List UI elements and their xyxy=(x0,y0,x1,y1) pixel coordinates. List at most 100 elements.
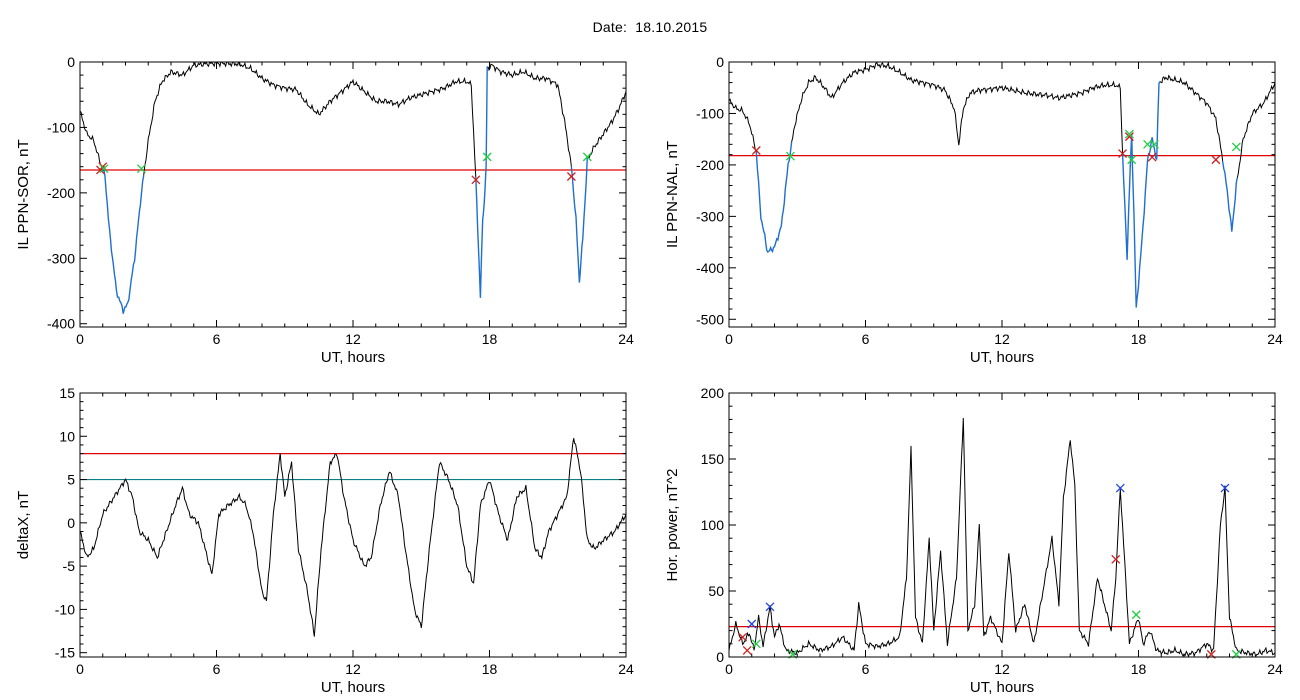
y-tick-label: -200 xyxy=(47,185,75,201)
x-tick-label: 12 xyxy=(345,661,361,677)
marker-red xyxy=(738,632,748,642)
x-tick-label: 6 xyxy=(213,661,221,677)
marker-green xyxy=(1143,139,1153,149)
y-tick-label: 50 xyxy=(708,583,724,599)
x-tick-label: 24 xyxy=(618,331,634,347)
marker-green xyxy=(785,151,795,161)
marker-blue xyxy=(1115,483,1125,493)
x-tick-label: 6 xyxy=(862,331,870,347)
x-tick-label: 18 xyxy=(482,331,498,347)
y-tick-label: -10 xyxy=(55,601,75,617)
y-tick-label: 0 xyxy=(716,649,724,665)
chart-panel-4: 0 6 12 18 24 200 150 100 50 0 UT, hours Hor. power,… xyxy=(664,385,1283,696)
marker-red xyxy=(1111,554,1121,564)
marker-green xyxy=(1231,142,1241,152)
marker-green xyxy=(751,639,761,649)
series-line-detected xyxy=(1222,161,1238,232)
x-tick-label: 12 xyxy=(345,331,361,347)
plot-frame xyxy=(79,61,627,328)
marker-red xyxy=(471,175,481,185)
marker-red xyxy=(1118,149,1128,159)
y-tick-label: -300 xyxy=(47,250,75,266)
x-axis-label: UT, hours xyxy=(970,349,1034,366)
x-tick-label: 24 xyxy=(1267,331,1283,347)
marker-red xyxy=(1211,155,1221,165)
y-tick-label: -15 xyxy=(55,645,75,661)
y-tick-label: 15 xyxy=(59,385,75,401)
marker-blue xyxy=(765,602,775,612)
x-tick-label: 0 xyxy=(76,331,84,347)
x-tick-label: 6 xyxy=(213,331,221,347)
y-tick-label: -200 xyxy=(696,157,724,173)
series-line xyxy=(729,417,1275,657)
series-line xyxy=(80,438,626,637)
series-line xyxy=(80,110,104,172)
series-line xyxy=(143,62,477,178)
x-tick-label: 24 xyxy=(618,661,634,677)
y-tick-label: -400 xyxy=(696,260,724,276)
marker-green xyxy=(1131,610,1141,620)
series-line xyxy=(1236,82,1275,178)
marker-green xyxy=(1127,155,1137,165)
series-line xyxy=(1159,74,1224,162)
y-axis-label: IL PPN-SOR, nT xyxy=(15,139,32,249)
y-tick-label: -500 xyxy=(696,311,724,327)
x-tick-label: 6 xyxy=(862,661,870,677)
marker-blue xyxy=(1220,483,1230,493)
marker-green xyxy=(99,164,109,174)
series-line-detected xyxy=(475,66,489,298)
marker-green xyxy=(1124,129,1134,139)
x-tick-label: 18 xyxy=(1131,331,1147,347)
chart-panel-2: 0 6 12 18 24 0 -100 -200 -300 -400 -500 UT, hours IL… xyxy=(664,54,1283,366)
marker-red xyxy=(1124,132,1134,142)
marker-green xyxy=(136,164,146,174)
series-line-detected xyxy=(1121,81,1161,308)
y-tick-label: -300 xyxy=(696,208,724,224)
y-axis-label: deltaX, nT xyxy=(15,491,32,559)
y-tick-label: 0 xyxy=(67,515,75,531)
y-tick-label: -100 xyxy=(696,105,724,121)
series-line xyxy=(487,63,572,167)
x-tick-label: 24 xyxy=(1267,661,1283,677)
x-tick-label: 0 xyxy=(725,331,733,347)
y-tick-label: 5 xyxy=(67,472,75,488)
y-tick-label: 0 xyxy=(716,54,724,70)
y-axis-label: Hor. power, nT^2 xyxy=(664,469,681,582)
series-line xyxy=(791,62,1124,155)
y-tick-label: 0 xyxy=(67,54,75,70)
date-value: 18.10.2015 xyxy=(635,19,708,35)
chart-panel-3: 0 6 12 18 24 15 10 5 0 -5 -10 -15 UT, hours deltaX, n… xyxy=(15,385,634,696)
x-tick-label: 0 xyxy=(725,661,733,677)
x-tick-label: 0 xyxy=(76,661,84,677)
x-axis-label: UT, hours xyxy=(321,349,385,366)
series-line-detected xyxy=(570,156,589,283)
x-tick-label: 18 xyxy=(1131,661,1147,677)
plot-frame xyxy=(728,61,1276,328)
y-tick-label: -400 xyxy=(47,316,75,332)
x-tick-label: 18 xyxy=(482,661,498,677)
x-axis-label: UT, hours xyxy=(970,679,1034,696)
y-tick-label: 200 xyxy=(701,385,725,401)
x-axis-label: UT, hours xyxy=(321,679,385,696)
plot-frame xyxy=(728,392,1276,658)
y-tick-label: 150 xyxy=(701,451,725,467)
marker-red xyxy=(751,146,761,155)
y-tick-label: -100 xyxy=(47,119,75,135)
marker-green xyxy=(1149,139,1159,149)
figure-title: Date: 18.10.2015 xyxy=(0,19,1300,35)
marker-blue xyxy=(747,619,757,629)
y-tick-label: 10 xyxy=(59,428,75,444)
marker-red xyxy=(1147,152,1157,162)
plot-frame xyxy=(79,392,627,658)
series-line xyxy=(588,91,626,159)
y-axis-label: IL PPN-NAL, nT xyxy=(664,141,681,248)
series-line xyxy=(729,98,757,153)
marker-red xyxy=(566,172,576,181)
marker-red xyxy=(742,645,752,655)
y-tick-label: -5 xyxy=(63,558,76,574)
x-tick-label: 12 xyxy=(994,331,1010,347)
marker-green xyxy=(582,152,592,162)
y-tick-label: 100 xyxy=(701,517,725,533)
series-line-detected xyxy=(103,170,145,314)
